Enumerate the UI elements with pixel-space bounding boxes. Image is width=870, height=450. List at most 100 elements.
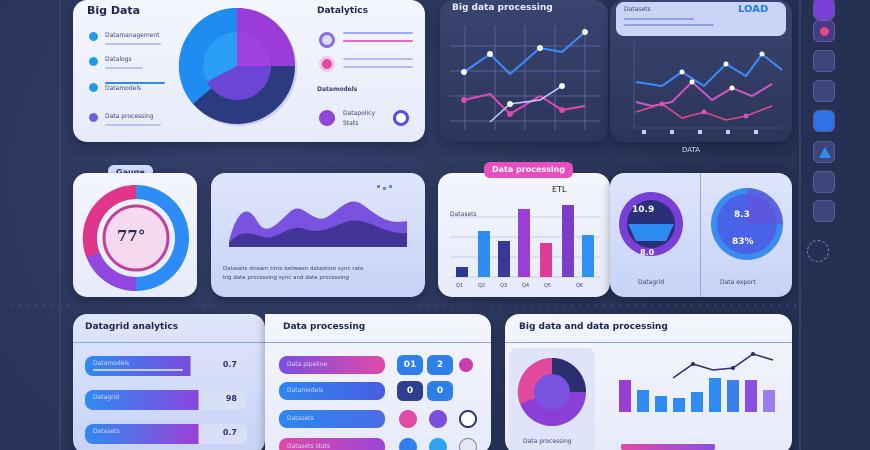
up-arrow-icon <box>819 147 831 158</box>
legend-underline-3 <box>105 82 165 84</box>
left-ring-gauge <box>619 192 683 256</box>
sidebar-button-3[interactable] <box>813 50 835 72</box>
control-dot-4b[interactable] <box>429 438 447 450</box>
left-ring-caption: Datagrid <box>638 279 665 286</box>
legend-underline-2 <box>105 67 143 69</box>
sidebar-button-2[interactable] <box>813 20 835 42</box>
analytics-ring-button[interactable] <box>393 110 409 126</box>
legend-label-4: Data processing <box>105 113 154 120</box>
top-right-panel: Datasets LOAD <box>610 0 792 142</box>
top-right-line-1 <box>624 18 694 20</box>
rings-divider <box>700 173 701 297</box>
controls-divider <box>265 342 491 343</box>
sidebar-button-5[interactable] <box>813 110 835 132</box>
control-button-2a[interactable]: 0 <box>397 381 423 401</box>
slider-row-3[interactable]: Datasets 0.7 <box>85 424 247 444</box>
legend-label-3: Datamodels <box>105 85 142 92</box>
combo-caption: Data processing <box>523 438 572 445</box>
combo-divider <box>505 342 792 343</box>
slider-label-2: Datagrid <box>93 394 120 401</box>
legend-underline-4 <box>105 124 161 126</box>
sidebar-button-1[interactable] <box>813 0 835 20</box>
sidebar-button-4[interactable] <box>813 80 835 102</box>
slider-value-3: 0.7 <box>222 428 237 437</box>
gauge-panel: 77° <box>73 173 197 297</box>
big-data-donut-chart <box>178 7 297 126</box>
wave-text-1: Datasets stream time between datastore s… <box>223 266 364 272</box>
right-ring-top-value: 8.3 <box>734 210 750 220</box>
slider-label-3: Datasets <box>93 428 120 435</box>
bars-axis-label: Datasets <box>450 211 477 218</box>
control-row-3[interactable]: Datasets <box>279 410 385 428</box>
right-ring-caption: Data export <box>720 279 756 286</box>
control-dot-3b[interactable] <box>429 410 447 428</box>
bars-xlabel-1: Q1 <box>456 283 464 289</box>
sliders-divider <box>73 342 265 343</box>
sliders-title: Datagrid analytics <box>85 322 179 332</box>
control-dot-3c[interactable] <box>459 410 477 428</box>
analytics-line-2 <box>343 40 413 42</box>
control-label-1: Data pipeline <box>287 361 328 368</box>
rings-panel: 10.9 8.0 Datagrid 8.3 83% Data export <box>610 173 792 297</box>
wave-text-2: big data processing sync and data proces… <box>223 275 350 281</box>
control-label-4: Datasets stats <box>287 443 331 450</box>
left-ring-bottom-value: 8.0 <box>640 248 655 257</box>
control-button-1b[interactable]: 2 <box>427 355 453 375</box>
analytics-subtitle: Datamodels <box>317 86 358 93</box>
analytics-title: Datalytics <box>317 6 368 16</box>
bars-xlabel-5: Q5 <box>544 283 552 289</box>
control-dot-3a[interactable] <box>399 410 417 428</box>
legend-underline-1 <box>105 43 161 45</box>
analytics-toggle-2[interactable] <box>319 56 335 72</box>
processing-bar-chart <box>450 205 600 278</box>
processing-title: Big data processing <box>452 3 553 13</box>
controls-title: Data processing <box>283 322 366 332</box>
control-row-2[interactable]: Datamodels <box>279 382 385 400</box>
control-button-2b[interactable]: 0 <box>427 381 453 401</box>
bars-xlabel-2: Q2 <box>478 283 486 289</box>
analytics-icon <box>319 110 335 126</box>
combo-bar-line-chart <box>619 352 775 412</box>
bars-corner-label: ETL <box>552 185 567 194</box>
top-right-value: LOAD <box>738 4 769 15</box>
control-row-1[interactable]: Data pipeline <box>279 356 385 374</box>
slider-row-2[interactable]: Datagrid 98 <box>85 390 247 410</box>
control-dot-1[interactable] <box>459 358 473 372</box>
top-right-header: Datasets LOAD <box>616 2 786 36</box>
legend-dot-2 <box>89 57 98 66</box>
sidebar-dashed-circle[interactable] <box>807 240 829 262</box>
bars-xlabel-3: Q3 <box>500 283 508 289</box>
big-data-panel: Big Data Datamanagement Datalogs Datamod… <box>73 0 425 142</box>
left-ring-top-value: 10.9 <box>632 205 655 215</box>
control-label-3: Datasets <box>287 415 314 422</box>
top-right-line-chart <box>633 42 783 134</box>
legend-dot-3 <box>89 83 98 92</box>
combo-panel: Big data and data processing Data proces… <box>505 314 792 450</box>
top-right-label: Datasets <box>624 6 651 13</box>
slider-value-2: 98 <box>225 394 237 403</box>
sidebar-button-8[interactable] <box>813 200 835 222</box>
gauge-value: 77° <box>117 227 146 245</box>
slider-row-1[interactable]: Datamodels 0.7 <box>85 356 247 376</box>
right-ring-gauge <box>711 188 783 260</box>
slider-label-1: Datamodels <box>93 360 130 367</box>
wave-panel: Datasets stream time between datastore s… <box>211 173 425 297</box>
analytics-toggle-1[interactable] <box>319 32 335 48</box>
legend-dot-4 <box>89 113 98 122</box>
right-ring-bottom-value: 83% <box>732 237 754 247</box>
slider-track-1 <box>93 369 183 371</box>
legend-dot-1 <box>89 32 98 41</box>
sidebar-button-6[interactable] <box>813 141 835 163</box>
control-dot-4a[interactable] <box>399 438 417 450</box>
sidebar-button-7[interactable] <box>813 171 835 193</box>
processing-line-chart <box>450 26 600 130</box>
combo-donut-chart <box>517 357 586 426</box>
control-dot-4c[interactable] <box>459 438 477 450</box>
gauge-ring <box>82 184 189 292</box>
legend-label-1: Datamanagement <box>105 32 160 39</box>
analytics-line-3 <box>343 58 413 60</box>
control-button-1a[interactable]: 01 <box>397 355 423 375</box>
bar-chart-panel: ETL Datasets Q1 Q2 Q3 Q4 Q5 Q6 <box>438 173 610 297</box>
top-right-line-2 <box>624 24 714 26</box>
control-row-4[interactable]: Datasets stats <box>279 438 385 450</box>
